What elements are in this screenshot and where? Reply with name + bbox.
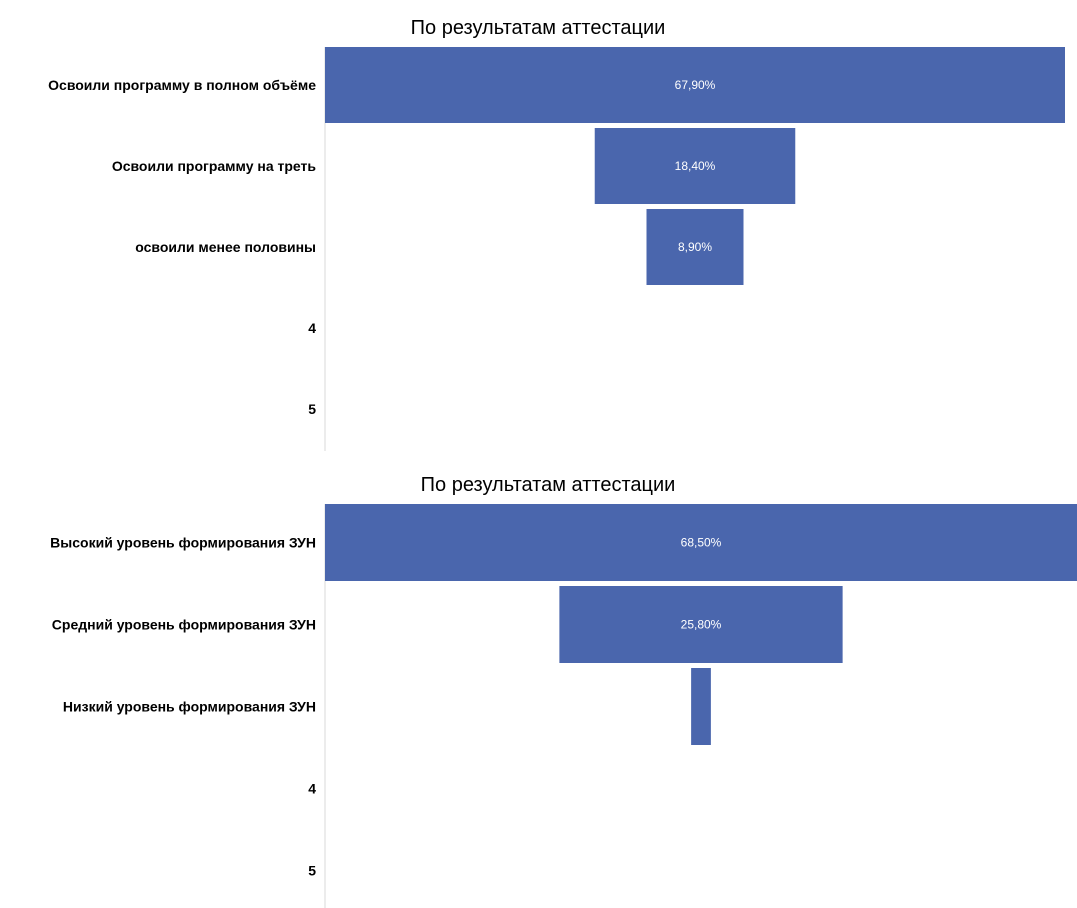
chart-title: По результатам аттестации — [411, 17, 666, 39]
category-labels: Высокий уровень формирования ЗУН Средний … — [50, 535, 316, 879]
category-label: Освоили программу на треть — [112, 158, 317, 174]
funnel-bar — [325, 47, 1065, 123]
funnel-bar — [594, 128, 796, 204]
category-label: Высокий уровень формирования ЗУН — [50, 535, 316, 551]
funnel-bar — [325, 504, 1077, 581]
data-label: 18,40% — [675, 159, 716, 173]
funnel-bars — [325, 47, 1065, 285]
funnel-bar — [646, 209, 744, 285]
data-label: 67,90% — [675, 78, 716, 92]
category-label: 5 — [308, 401, 316, 417]
chart-title: По результатам аттестации — [421, 474, 676, 496]
data-label: 8,90% — [678, 240, 712, 254]
data-labels: 67,90% 18,40% 8,90% — [675, 78, 716, 254]
category-label: освоили менее половины — [135, 239, 316, 255]
category-label: Освоили программу в полном объёме — [48, 77, 316, 93]
funnel-bar — [559, 586, 843, 663]
funnel-bars — [325, 504, 1077, 745]
category-label: 5 — [308, 863, 316, 879]
data-label: 68,50% — [681, 536, 722, 550]
category-label: Низкий уровень формирования ЗУН — [63, 699, 316, 715]
funnel-chart-2: По результатам аттестации Высокий уровен… — [50, 474, 1077, 908]
funnel-bar — [691, 668, 711, 745]
category-label: 4 — [308, 320, 316, 336]
category-label: Средний уровень формирования ЗУН — [52, 617, 316, 633]
data-label: 25,80% — [681, 618, 722, 632]
funnel-chart-1: По результатам аттестации Освоили програ… — [48, 17, 1065, 451]
category-labels: Освоили программу в полном объёме Освоили… — [48, 77, 316, 417]
data-labels: 68,50% 25,80% — [681, 536, 722, 632]
category-label: 4 — [308, 781, 316, 797]
